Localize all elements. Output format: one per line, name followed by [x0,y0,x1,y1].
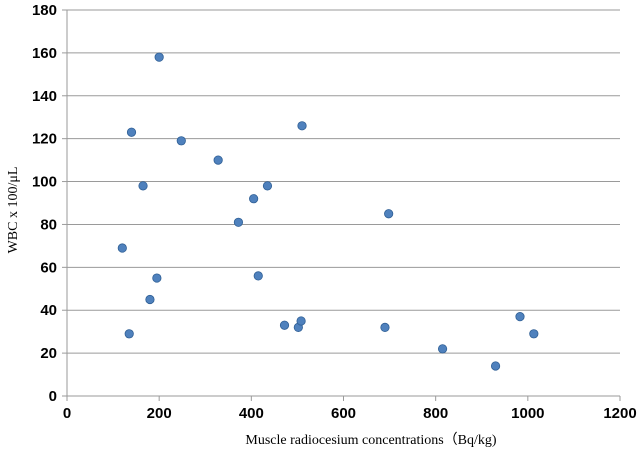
data-point [515,312,525,322]
data-point [262,181,273,191]
y-tick-label: 140 [32,88,57,105]
data-point [124,329,134,339]
x-tick-label: 1200 [603,405,636,422]
data-point [529,329,539,339]
data-point [176,136,186,146]
y-tick-label: 40 [40,302,57,319]
data-point [380,322,390,332]
y-tick-label: 180 [32,2,57,19]
x-tick-label: 200 [147,405,172,422]
y-tick-label: 0 [49,388,57,405]
data-point [152,273,162,283]
x-tick-label: 800 [423,405,448,422]
data-point [138,181,148,191]
data-point [490,361,501,371]
x-tick-label: 1000 [511,405,544,422]
y-axis-title: WBC x 100/μL [6,167,21,254]
x-tick-label: 0 [63,405,71,422]
y-tick-label: 20 [40,345,57,362]
y-tick-label: 100 [32,174,57,191]
data-point [279,320,290,330]
data-point [296,316,306,326]
axis-layer [66,10,620,397]
data-point [249,194,259,204]
y-tick-label: 60 [40,259,57,276]
x-tick-label: 600 [331,405,356,422]
x-tick-label: 400 [239,405,264,422]
y-tick-label: 160 [32,45,57,62]
tick-layer: 0 20 40 60 80 100 120 140 160 180 0 200 400 600 800 100… [32,2,637,422]
x-axis-title: Muscle radiocesium concentrations（Bq/kg) [245,432,496,448]
data-point [384,209,394,219]
data-point [213,155,223,165]
data-point [126,127,137,137]
data-point [117,243,127,253]
data-point [154,52,164,62]
y-tick-label: 120 [32,131,57,148]
y-tick-label: 80 [40,216,57,233]
data-point [297,121,307,131]
data-point [145,294,155,305]
data-point [437,344,448,354]
data-point [233,217,244,227]
grid-layer [67,9,620,354]
point-layer [117,52,539,371]
data-point [253,271,263,281]
